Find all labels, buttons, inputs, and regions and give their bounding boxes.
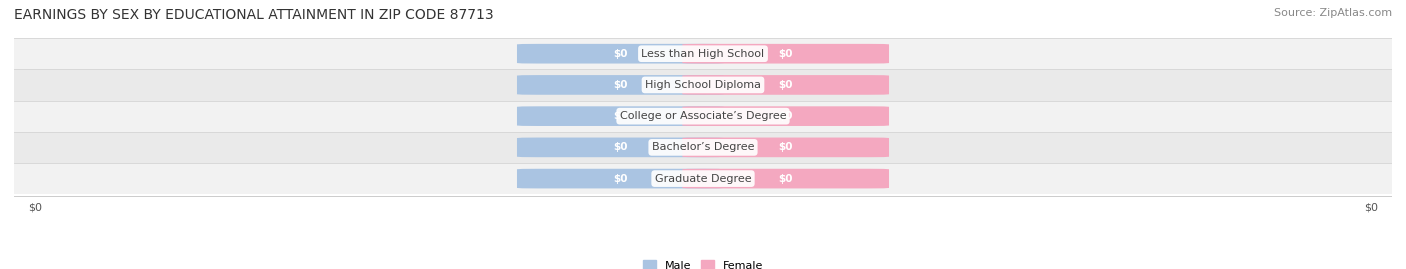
Bar: [14, 101, 1392, 132]
FancyBboxPatch shape: [682, 106, 889, 126]
Legend: Male, Female: Male, Female: [643, 260, 763, 269]
Bar: [14, 38, 1392, 69]
Bar: [14, 132, 1392, 163]
Text: Graduate Degree: Graduate Degree: [655, 174, 751, 184]
Text: $0: $0: [28, 203, 42, 213]
Text: Source: ZipAtlas.com: Source: ZipAtlas.com: [1274, 8, 1392, 18]
Bar: [14, 69, 1392, 101]
Text: $0: $0: [1364, 203, 1378, 213]
Text: Bachelor’s Degree: Bachelor’s Degree: [652, 142, 754, 152]
FancyBboxPatch shape: [682, 44, 889, 63]
Text: $0: $0: [613, 80, 627, 90]
FancyBboxPatch shape: [682, 137, 889, 157]
FancyBboxPatch shape: [517, 169, 724, 188]
Text: $0: $0: [613, 174, 627, 184]
Bar: [14, 163, 1392, 194]
Text: $0: $0: [613, 111, 627, 121]
Text: $0: $0: [779, 111, 793, 121]
Text: $0: $0: [779, 80, 793, 90]
FancyBboxPatch shape: [517, 106, 724, 126]
FancyBboxPatch shape: [517, 75, 724, 95]
Text: $0: $0: [779, 49, 793, 59]
Text: EARNINGS BY SEX BY EDUCATIONAL ATTAINMENT IN ZIP CODE 87713: EARNINGS BY SEX BY EDUCATIONAL ATTAINMEN…: [14, 8, 494, 22]
FancyBboxPatch shape: [682, 75, 889, 95]
Text: $0: $0: [779, 142, 793, 152]
FancyBboxPatch shape: [682, 169, 889, 188]
Text: High School Diploma: High School Diploma: [645, 80, 761, 90]
Text: Less than High School: Less than High School: [641, 49, 765, 59]
FancyBboxPatch shape: [517, 44, 724, 63]
Text: $0: $0: [613, 49, 627, 59]
FancyBboxPatch shape: [517, 137, 724, 157]
Text: $0: $0: [779, 174, 793, 184]
Text: $0: $0: [613, 142, 627, 152]
Text: College or Associate’s Degree: College or Associate’s Degree: [620, 111, 786, 121]
